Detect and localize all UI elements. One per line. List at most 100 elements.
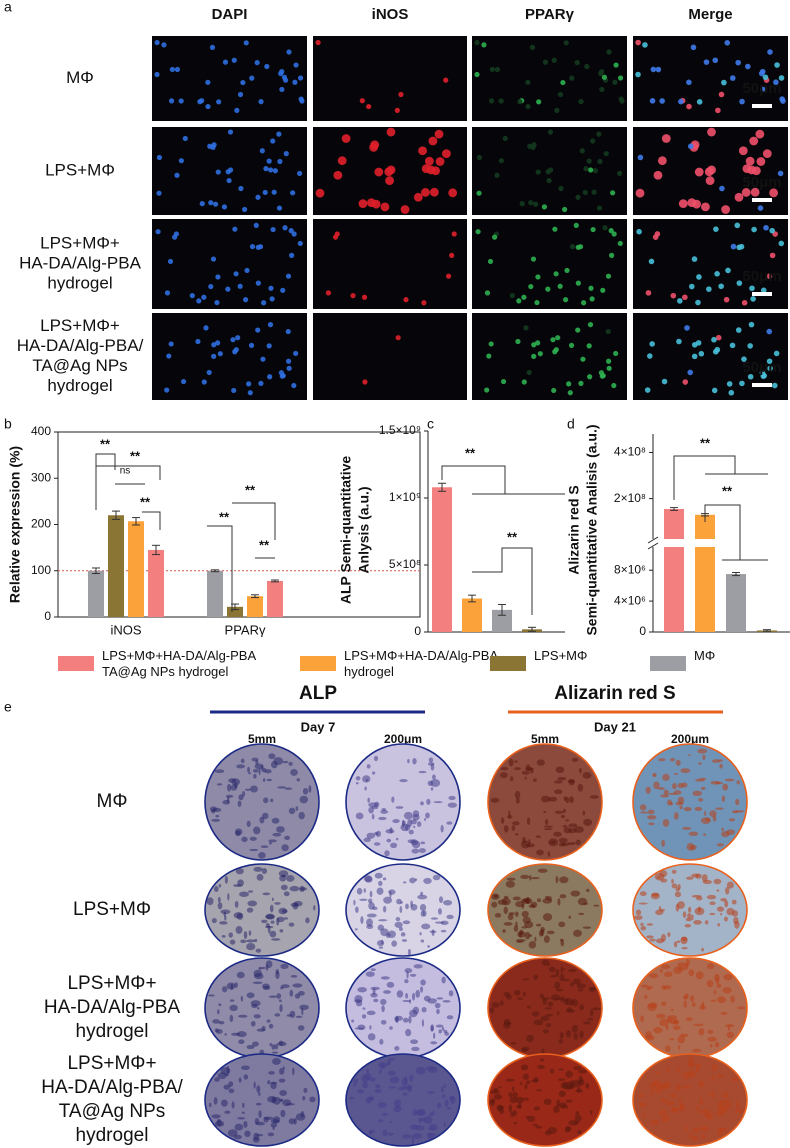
stain-speck [373,998,379,1003]
stain-speck [503,825,509,833]
stain-speck [691,1135,698,1142]
stain-speck [728,818,736,822]
stain-speck [672,782,677,790]
stain-speck [246,907,254,913]
cell [258,380,264,386]
stain-speck [656,876,662,879]
cell [451,231,457,237]
cell [600,373,606,379]
stain-speck [697,748,708,754]
cell [525,103,531,110]
stain-speck [514,790,521,799]
stain-speck [563,827,572,834]
bar [247,596,263,617]
stain-speck [705,817,711,822]
stain-speck [265,914,275,920]
stain-speck [217,1009,220,1015]
stain-speck [276,826,285,833]
stain-speck [701,1001,705,1010]
cell [605,358,612,364]
cell [590,226,596,233]
stain-speck [219,921,228,925]
stain-speck [412,1133,422,1139]
stain-speck [387,1132,394,1136]
y-tick-label: 1×10⁹ [389,490,421,504]
cell [772,382,778,389]
stain-speck [496,1104,504,1112]
stain-speck [415,1066,426,1075]
stain-speck [415,1125,425,1131]
stain-speck [542,898,553,904]
significance-bracket [704,504,741,560]
cell [215,274,221,280]
stain-speck [430,917,439,920]
stain-speck [264,769,272,774]
stain-speck [514,911,519,917]
stain-speck [269,841,272,845]
stain-speck [419,986,424,993]
stain-speck [547,1001,554,1007]
stain-speck [704,1112,714,1118]
cell [231,387,237,394]
well-border [487,1053,603,1147]
stain-speck [677,883,681,890]
cell [739,380,745,387]
stain-speck [590,1008,594,1017]
stain-speck [557,776,567,781]
stain-speck [650,893,660,900]
stain-speck [500,817,505,824]
scale-label: 5mm [248,732,276,746]
significance-bracket [441,465,506,494]
cell [707,165,716,175]
stain-speck [515,1096,525,1104]
stain-speck [313,905,316,911]
cell [760,86,766,93]
stain-speck [589,795,599,799]
cell [298,96,304,102]
stain-speck [362,1007,366,1010]
stain-speck [221,934,226,938]
stain-speck [656,1013,666,1019]
cell [546,177,552,184]
stain-speck [294,993,301,999]
stain-speck [371,813,375,820]
cell [778,240,785,247]
stain-speck [537,1064,545,1070]
stain-speck [513,1121,518,1125]
stain-speck [695,873,702,879]
stain-speck [251,757,259,762]
stain-speck [714,1041,720,1048]
stain-speck [213,1097,218,1105]
stain-speck [363,837,371,843]
stain-speck [689,1132,692,1140]
stain-speck [244,788,251,791]
cell [413,192,423,202]
stain-speck [503,922,513,926]
x-tick-label: iNOS [110,622,141,637]
stain-speck [543,825,553,828]
cell [297,240,303,247]
well-border [345,1053,461,1147]
cell [211,142,217,148]
stain-speck [731,910,739,917]
cell [547,129,554,135]
row-label: hydrogel [47,376,112,395]
stain-speck [693,920,702,925]
stain-speck [423,1116,433,1124]
stain-speck [717,1074,724,1078]
well-border [345,743,461,861]
stain-speck [578,912,585,916]
stain-speck [585,1082,590,1089]
stain-speck [569,796,574,804]
stain-speck [560,996,565,1003]
cell [215,169,221,175]
stain-speck [218,1003,222,1007]
stain-speck [694,806,703,812]
stain-speck [489,1007,495,1014]
stain-speck [418,770,427,774]
stain-speck [649,1083,655,1090]
cell [169,66,175,73]
cell [728,389,735,396]
stain-speck [434,1002,441,1009]
stain-speck [699,1098,704,1105]
